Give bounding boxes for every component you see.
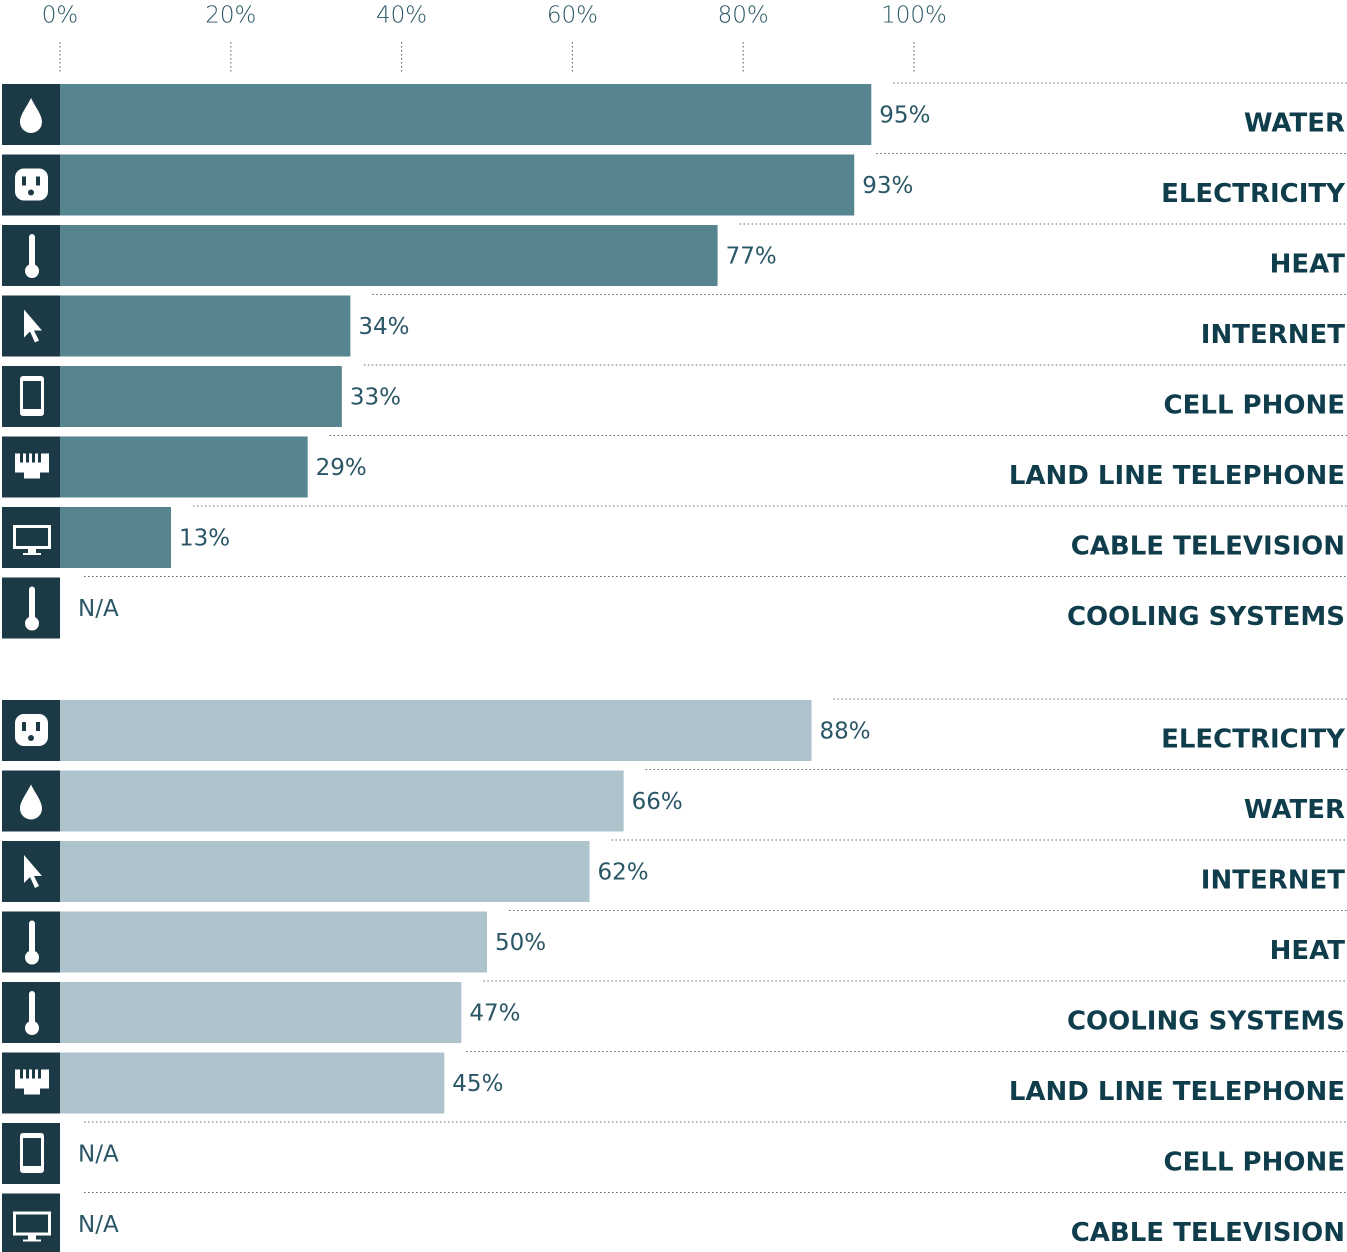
category-label: CABLE TELEVISION xyxy=(1071,1218,1345,1248)
bar xyxy=(60,770,624,832)
category-label: ELECTRICITY xyxy=(1161,179,1346,209)
bar xyxy=(60,1052,445,1114)
bar xyxy=(60,366,342,427)
value-label: 62% xyxy=(597,860,648,886)
value-label: N/A xyxy=(78,1212,119,1238)
value-label: 50% xyxy=(495,930,546,956)
bar xyxy=(60,295,351,357)
icon xyxy=(20,1133,44,1173)
bar xyxy=(60,700,812,761)
x-tick-label: 0% xyxy=(42,3,79,29)
category-label: INTERNET xyxy=(1201,320,1345,350)
x-tick-label: 100% xyxy=(881,3,947,29)
value-label: 93% xyxy=(862,173,913,199)
category-label: WATER xyxy=(1244,795,1345,825)
value-label: 47% xyxy=(469,1001,520,1027)
bar xyxy=(60,841,590,902)
category-label: LAND LINE TELEPHONE xyxy=(1009,1077,1345,1107)
value-label: 33% xyxy=(350,385,401,411)
x-tick-label: 60% xyxy=(547,3,598,29)
bar xyxy=(60,911,487,973)
value-label: 13% xyxy=(179,526,230,552)
value-label: 95% xyxy=(879,103,930,129)
category-label: INTERNET xyxy=(1201,866,1345,896)
value-label: 29% xyxy=(316,455,367,481)
value-label: 66% xyxy=(632,789,683,815)
value-label: N/A xyxy=(78,596,119,622)
x-tick-label: 20% xyxy=(205,3,256,29)
value-label: 88% xyxy=(820,719,871,745)
category-label: CABLE TELEVISION xyxy=(1071,532,1345,562)
bar xyxy=(60,154,855,216)
category-label: CELL PHONE xyxy=(1164,1148,1345,1178)
bar xyxy=(60,225,718,286)
category-label: COOLING SYSTEMS xyxy=(1067,1007,1345,1037)
value-label: 34% xyxy=(358,314,409,340)
icon xyxy=(20,376,44,416)
icon xyxy=(15,714,48,746)
bar xyxy=(60,982,462,1043)
x-tick-label: 40% xyxy=(376,3,427,29)
category-label: WATER xyxy=(1244,109,1345,139)
icon xyxy=(15,168,48,201)
bar xyxy=(60,507,172,568)
category-label: LAND LINE TELEPHONE xyxy=(1009,461,1345,491)
bar xyxy=(60,436,308,498)
category-label: HEAT xyxy=(1270,250,1346,280)
x-tick-label: 80% xyxy=(718,3,769,29)
category-label: ELECTRICITY xyxy=(1161,725,1346,755)
value-label: 77% xyxy=(726,244,777,270)
category-label: HEAT xyxy=(1270,936,1346,966)
value-label: N/A xyxy=(78,1142,119,1168)
value-label: 45% xyxy=(452,1071,503,1097)
bar xyxy=(60,84,872,145)
category-label: CELL PHONE xyxy=(1164,391,1345,421)
category-label: COOLING SYSTEMS xyxy=(1067,602,1345,632)
